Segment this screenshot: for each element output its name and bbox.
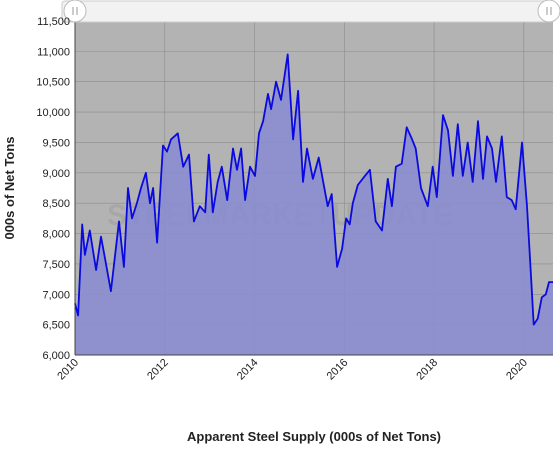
y-tick-label: 11,500: [37, 16, 70, 28]
y-tick-label: 6,000: [42, 350, 70, 362]
x-tick-label: 2012: [145, 357, 171, 383]
y-axis-title: 000s of Net Tons: [2, 136, 17, 239]
slider-handle[interactable]: [63, 0, 87, 23]
y-tick-label: 6,500: [42, 320, 70, 332]
y-tick-label: 10,500: [36, 77, 70, 89]
y-tick-label: 9,000: [42, 168, 70, 180]
y-tick-label: 7,000: [42, 289, 70, 301]
slider-track: [61, 0, 555, 23]
y-tick-label: 7,500: [42, 259, 70, 271]
handle-grip: [72, 7, 78, 15]
y-tick-label: 8,000: [42, 229, 70, 241]
y-tick-label: 9,500: [42, 137, 70, 149]
x-axis-title: Apparent Steel Supply (000s of Net Tons): [187, 429, 441, 444]
range-slider[interactable]: [61, 0, 560, 23]
y-tick-label: 11,000: [37, 46, 70, 58]
handle-grip: [546, 7, 552, 15]
x-tick-label: 2018: [414, 357, 440, 383]
x-tick-label: 2020: [504, 357, 530, 383]
slider-handle[interactable]: [537, 0, 560, 23]
area-fill: [75, 54, 553, 356]
x-tick-label: 2016: [325, 357, 351, 383]
y-tick-label: 8,500: [42, 198, 70, 210]
y-tick-label: 10,000: [36, 107, 70, 119]
x-tick-label: 2014: [235, 357, 261, 383]
area-line: [74, 53, 553, 326]
